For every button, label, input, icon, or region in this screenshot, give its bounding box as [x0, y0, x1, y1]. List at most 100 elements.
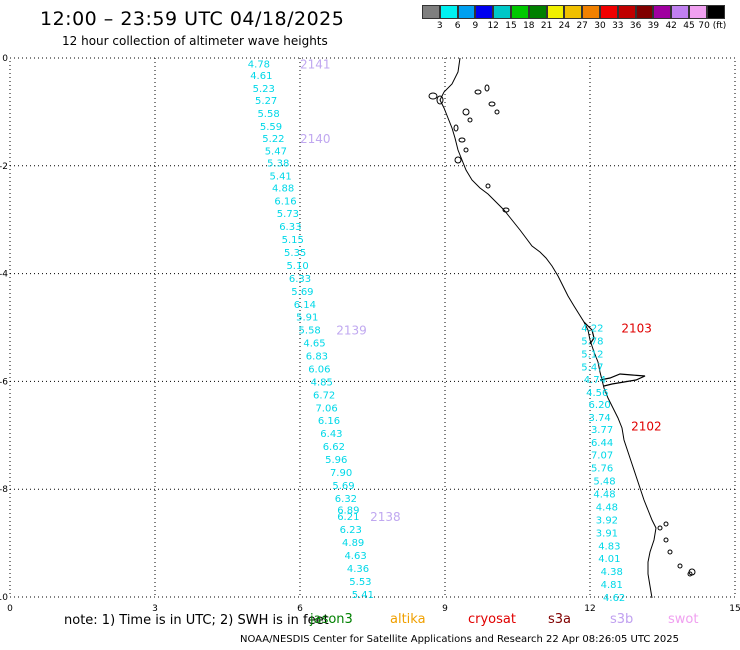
satellite-legend-s3a: s3a — [548, 612, 572, 627]
wave-height-value: 4.63 — [344, 551, 366, 562]
wave-height-value: 4.83 — [598, 541, 620, 552]
wave-height-value: 7.06 — [315, 403, 337, 414]
wave-height-value: 5.96 — [325, 455, 347, 466]
x-tick-label: 15 — [729, 604, 740, 614]
x-tick-label: 6 — [297, 604, 303, 614]
wave-height-value: 3.77 — [591, 425, 613, 436]
wave-height-value: 4.61 — [250, 71, 272, 82]
color-scale-label: 6 — [454, 21, 461, 31]
island-outline — [467, 117, 473, 123]
color-scale-label: 36 — [629, 21, 642, 31]
island-outline — [488, 101, 496, 107]
color-scale-label: 15 — [505, 21, 517, 31]
wave-height-value: 6.16 — [318, 416, 340, 427]
wave-height-tracks: 4.784.615.235.275.585.595.225.475.385.41… — [248, 57, 662, 604]
wave-height-value: 5.10 — [286, 261, 308, 272]
wave-height-value: 5.78 — [581, 336, 603, 347]
pass-number-label: 2141 — [300, 57, 331, 71]
x-tick-label: 12 — [584, 604, 595, 614]
wave-height-value: 4.48 — [596, 502, 618, 513]
color-scale-swatch — [564, 5, 583, 19]
wave-height-value: 6.16 — [274, 196, 296, 207]
wave-height-value: 6.43 — [320, 429, 342, 440]
pass-number-label: 2139 — [336, 324, 367, 338]
y-tick-label: -10 — [0, 593, 8, 603]
wave-height-value: 4.22 — [581, 324, 603, 335]
island-outline — [458, 137, 466, 143]
color-scale-swatch — [653, 5, 672, 19]
wave-height-value: 6.83 — [306, 352, 328, 363]
color-scale-label: 21 — [540, 21, 553, 31]
wave-height-value: 5.58 — [257, 109, 279, 120]
grid-lines — [10, 58, 735, 597]
wave-height-value: 3.74 — [589, 413, 611, 424]
satellite-legend-altika: altika — [390, 612, 426, 627]
color-scale-swatch — [546, 5, 565, 19]
color-scale-label: 45 — [683, 21, 695, 31]
wave-height-value: 4.38 — [601, 567, 623, 578]
island-outline — [688, 568, 696, 576]
x-tick-label: 0 — [7, 604, 13, 614]
island-outline — [463, 147, 469, 153]
footer-note: note: 1) Time is in UTC; 2) SWH is in fe… — [64, 613, 329, 628]
wave-height-value: 3.91 — [596, 528, 618, 539]
wave-height-value: 7.90 — [330, 468, 352, 479]
wave-height-value: 6.14 — [294, 300, 316, 311]
wave-height-value: 5.41 — [352, 590, 374, 601]
color-scale-swatch — [635, 5, 654, 19]
color-scale-bar — [422, 5, 725, 19]
wave-height-value: 5.35 — [284, 248, 306, 259]
wave-height-value: 6.72 — [313, 390, 335, 401]
color-scale-swatch — [475, 5, 494, 19]
wave-height-value: 5.47 — [581, 362, 603, 373]
wave-height-value: 5.23 — [253, 84, 275, 95]
color-scale-swatch — [582, 5, 600, 19]
color-scale-label: 42 — [665, 21, 677, 31]
color-scale-swatch — [510, 5, 529, 19]
satellite-legend-swot: swot — [668, 612, 699, 627]
y-tick-label: -4 — [0, 270, 8, 280]
island-outline — [462, 108, 470, 116]
coastline — [428, 57, 696, 599]
color-scale-swatch — [422, 5, 440, 19]
island-outline — [677, 563, 683, 569]
x-tick-label: 3 — [152, 604, 158, 614]
wave-height-value: 5.53 — [349, 577, 371, 588]
island-outline — [453, 124, 459, 132]
wave-height-value: 4.56 — [586, 388, 608, 399]
wave-height-value: 6.20 — [589, 400, 611, 411]
pass-number-label: 2138 — [370, 510, 401, 524]
island-outline — [667, 549, 673, 555]
y-tick-label: -6 — [0, 377, 8, 387]
wave-height-value: 5.91 — [296, 313, 318, 324]
color-scale-swatch — [493, 5, 511, 19]
island-outline — [657, 525, 663, 531]
wave-height-value: 6.44 — [591, 438, 613, 449]
x-tick-label: 9 — [442, 604, 448, 614]
island-outline — [474, 89, 482, 95]
wave-height-value: 5.48 — [593, 477, 615, 488]
wave-height-value: 5.27 — [255, 96, 277, 107]
wave-height-value: 5.69 — [332, 481, 354, 492]
color-scale-label: 9 — [472, 21, 479, 31]
pass-number-label: 2103 — [621, 322, 652, 336]
island-outline — [454, 156, 462, 164]
wave-height-value: 4.62 — [603, 593, 625, 604]
wave-height-value: 6.06 — [308, 364, 330, 375]
axis-tick-labels: 0 3 6 9 12 15 0 -2 -4 -6 -8 -10 — [0, 54, 740, 614]
map-title: 12:00 – 23:59 UTC 04/18/2025 — [40, 8, 345, 30]
bay-outline — [599, 373, 646, 387]
island-outline — [484, 84, 490, 92]
wave-height-value: 6.21 — [337, 512, 359, 523]
wave-height-value: 6.32 — [335, 494, 357, 505]
wave-height-value: 6.33 — [279, 222, 301, 233]
island-outline — [663, 537, 669, 543]
wave-height-value: 4.81 — [601, 580, 623, 591]
wave-height-value: 5.47 — [265, 147, 287, 158]
wave-height-value: 5.22 — [262, 134, 284, 145]
island-outline — [687, 571, 693, 577]
wave-height-value: 4.65 — [303, 339, 325, 350]
y-tick-label: 0 — [2, 54, 8, 64]
island-outline — [494, 109, 500, 115]
